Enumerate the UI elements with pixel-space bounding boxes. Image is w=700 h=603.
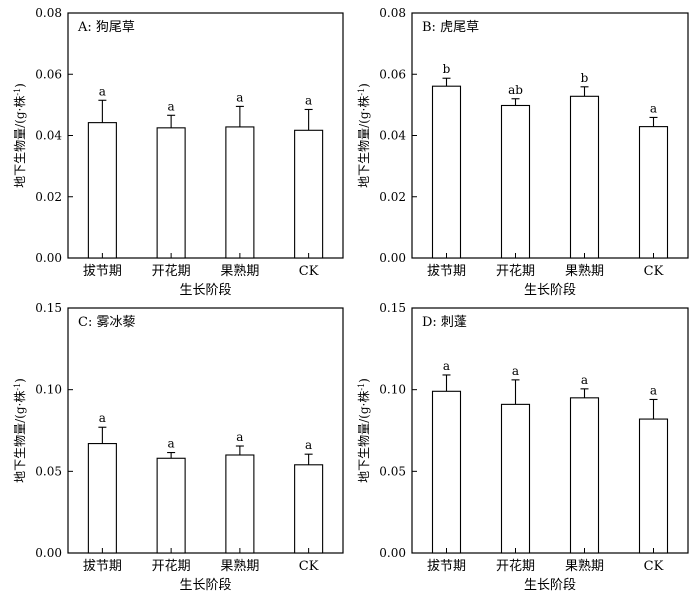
panel-a-xtick-label: 开花期 [152, 263, 191, 279]
panel-b-xtick-label: CK [644, 264, 664, 279]
panel-b-ytick-label: 0.06 [379, 67, 406, 81]
panel-a-ytick-label: 0.00 [35, 251, 62, 265]
panel-d-bar [431, 390, 462, 554]
panel-d-ytick-label: 0.15 [379, 301, 406, 315]
panel-c-ytick-label: 0.00 [35, 546, 62, 560]
panel-c-sig-letter: a [168, 437, 175, 451]
panel-a-title: A: 狗尾草 [77, 20, 135, 35]
panel-a-xtick-label: 拔节期 [83, 264, 122, 279]
panel-d-bar [569, 397, 600, 554]
panel-d-sig-letter: a [650, 383, 657, 397]
panel-b-bar [431, 85, 462, 259]
panel-b-ytick-label: 0.00 [379, 251, 406, 265]
panel-d-sig-letter: a [512, 364, 519, 378]
panel-c-xtick-label: 拔节期 [83, 559, 122, 574]
panel-a-ytick-label: 0.04 [35, 129, 62, 143]
panel-c-ytick-label: 0.05 [35, 464, 62, 478]
panel-a-ylabel: 地下生物量/(g·株-1) [12, 83, 27, 188]
panel-c-bar [156, 457, 186, 554]
panel-c-ytick-label: 0.10 [35, 383, 62, 397]
panel-b-ytick-label: 0.08 [379, 6, 406, 20]
panel-b-xlabel: 生长阶段 [524, 283, 576, 298]
panel-d-title: D: 刺蓬 [422, 315, 467, 330]
panel-c-bar [225, 454, 255, 554]
panel-d-xlabel: 生长阶段 [524, 578, 576, 593]
panel-c-xtick-label: 果熟期 [220, 558, 259, 574]
panel-d-bar [500, 403, 531, 554]
panel-b-ytick-label: 0.04 [379, 129, 406, 143]
panel-c-sig-letter: a [99, 411, 106, 425]
panel-c-bar [87, 443, 117, 554]
panel-a-xtick-label: 果熟期 [220, 263, 259, 279]
panel-d-xtick-label: 开花期 [496, 558, 535, 574]
panel-c-sig-letter: a [236, 430, 243, 444]
panel-c-ytick-label: 0.15 [35, 301, 62, 315]
panel-d-xtick-label: CK [644, 559, 664, 574]
panel-b-sig-letter: a [650, 101, 657, 115]
panel-a-ytick-label: 0.06 [35, 67, 62, 81]
panel-c-ylabel: 地下生物量/(g·株-1) [12, 378, 27, 483]
panel-c-xlabel: 生长阶段 [179, 578, 231, 593]
panel-d-sig-letter: a [443, 359, 450, 373]
panel-b-sig-letter: b [581, 71, 589, 85]
panel-a-xtick-label: CK [299, 264, 319, 279]
panel-d-ytick-label: 0.10 [379, 383, 406, 397]
panel-a-sig-letter: a [236, 90, 243, 104]
panel-a-bar [156, 127, 186, 259]
panel-b-xtick-label: 拔节期 [427, 264, 466, 279]
panel-a-ytick-label: 0.02 [35, 190, 62, 204]
panel-d-frame [411, 307, 689, 554]
panel-d-bar [638, 418, 669, 554]
panel-d-ytick-label: 0.05 [379, 464, 406, 478]
panel-d-xtick-label: 拔节期 [427, 559, 466, 574]
panel-a-ytick-label: 0.08 [35, 6, 62, 20]
panel-c-bar [294, 464, 324, 554]
panel-b-ytick-label: 0.02 [379, 190, 406, 204]
panel-c-frame [67, 307, 344, 554]
panel-b-bar [569, 95, 600, 259]
panel-b-sig-letter: b [443, 62, 451, 76]
panel-d-ylabel: 地下生物量/(g·株-1) [356, 378, 371, 483]
panel-b-title: B: 虎尾草 [422, 20, 479, 35]
panel-c-title: C: 雾冰藜 [78, 315, 135, 330]
panel-a-bar [87, 122, 117, 259]
panel-b-bar [638, 126, 669, 259]
panel-a-sig-letter: a [305, 93, 312, 107]
panel-b-sig-letter: ab [508, 83, 523, 97]
panel-c-sig-letter: a [305, 438, 312, 452]
panel-a-bar [225, 126, 255, 259]
panel-c-xtick-label: CK [299, 559, 319, 574]
panel-b-xtick-label: 果熟期 [565, 263, 604, 279]
panel-b-ylabel: 地下生物量/(g·株-1) [356, 83, 371, 188]
panel-a-xlabel: 生长阶段 [179, 283, 231, 298]
panel-d-ytick-label: 0.00 [379, 546, 406, 560]
panel-a-sig-letter: a [99, 84, 106, 98]
panel-d-sig-letter: a [581, 373, 588, 387]
panel-b-bar [500, 104, 531, 259]
panel-a-sig-letter: a [168, 99, 175, 113]
panel-d-xtick-label: 果熟期 [565, 558, 604, 574]
panel-c-xtick-label: 开花期 [152, 558, 191, 574]
panel-b-xtick-label: 开花期 [496, 263, 535, 279]
panel-a-bar [294, 129, 324, 259]
